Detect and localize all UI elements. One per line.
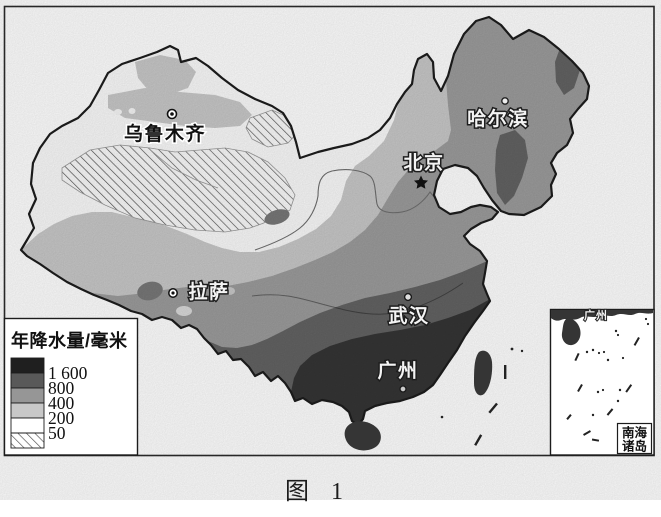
island-dot <box>591 348 595 352</box>
sea-island-marks <box>440 347 524 446</box>
city-guangzhou: 广州 <box>376 358 419 393</box>
legend-swatch-1600 <box>10 357 45 374</box>
city-beijing: 北京 <box>402 150 445 189</box>
legend-label-50: 50 <box>48 423 66 443</box>
circle-marker <box>399 385 407 393</box>
city-label-wulumuqi: 乌鲁木齐 <box>124 122 206 145</box>
island-dash <box>625 384 633 393</box>
inset-hainan <box>561 318 581 346</box>
inset-label-line1: 南海 <box>622 425 648 440</box>
island-dot <box>616 399 620 403</box>
china-outline <box>19 15 591 427</box>
island-dot <box>591 413 595 417</box>
city-lasa: 拉萨 <box>168 279 230 305</box>
island-dot <box>616 333 620 337</box>
island-dash <box>633 337 640 346</box>
taiwan-island <box>474 350 493 396</box>
city-label-wuhan: 武汉 <box>388 305 429 327</box>
cities: 乌鲁木齐 哈尔滨 北京 拉萨 武汉 广州 <box>122 97 529 393</box>
city-label-beijing: 北京 <box>403 151 444 174</box>
legend-swatch-200 <box>10 402 45 419</box>
hainan-island <box>344 421 381 451</box>
star-marker <box>414 175 428 189</box>
inset-island-marks <box>566 317 650 442</box>
legend-title: 年降水量/毫米 <box>11 330 128 351</box>
island-dot <box>585 350 589 354</box>
legend: 年降水量/毫米 1 600 800 400 200 50 <box>3 317 139 456</box>
island-dash <box>474 434 483 446</box>
legend-label-400: 400 <box>48 393 75 413</box>
circle-marker <box>403 292 413 302</box>
island-dash <box>574 352 580 362</box>
island-dot <box>621 356 625 360</box>
inset-coastline <box>551 310 653 321</box>
island-dot <box>646 322 650 326</box>
island-dash <box>566 414 572 420</box>
legend-swatch-50 <box>10 417 45 434</box>
figure-caption: 图 1 <box>285 479 351 505</box>
island-dot <box>618 388 622 392</box>
island-dash <box>606 408 614 416</box>
island-dot <box>602 350 606 354</box>
city-label-haerbin: 哈尔滨 <box>467 107 529 130</box>
inset-city-label-guangzhou: 广州 <box>584 308 608 322</box>
legend-label-1600: 1 600 <box>48 363 88 383</box>
city-label-lasa: 拉萨 <box>188 280 229 303</box>
island-dot <box>510 347 514 351</box>
island-dot <box>596 390 600 394</box>
island-dash <box>577 384 583 392</box>
double-circle-marker-core <box>170 112 174 116</box>
legend-swatch-400 <box>10 387 45 404</box>
island-dot <box>520 349 524 353</box>
city-haerbin: 哈尔滨 <box>466 97 529 132</box>
island-dash <box>504 365 507 379</box>
island-dot <box>597 351 601 355</box>
double-circle-marker-core <box>171 291 175 295</box>
city-wuhan: 武汉 <box>387 292 430 329</box>
island-dot <box>606 358 610 362</box>
island-dash <box>583 430 591 436</box>
island-dot <box>614 329 618 333</box>
island-dot <box>601 388 605 392</box>
legend-swatch-800 <box>10 372 45 389</box>
legend-label-200: 200 <box>48 408 75 428</box>
island-dot <box>644 317 648 321</box>
city-label-guangzhou: 广州 <box>377 359 418 382</box>
island-dash <box>591 438 600 442</box>
city-wulumuqi: 乌鲁木齐 <box>122 108 206 147</box>
circle-marker <box>501 97 509 105</box>
island-dot <box>440 415 444 419</box>
inset-south-china-sea: 广州 南海 诸岛 <box>549 307 655 456</box>
island-dash <box>488 402 498 414</box>
inset-label-line2: 诸岛 <box>622 439 647 454</box>
legend-swatch-under-50 <box>10 432 45 449</box>
inset-label-box <box>616 422 653 455</box>
legend-label-800: 800 <box>48 378 75 398</box>
